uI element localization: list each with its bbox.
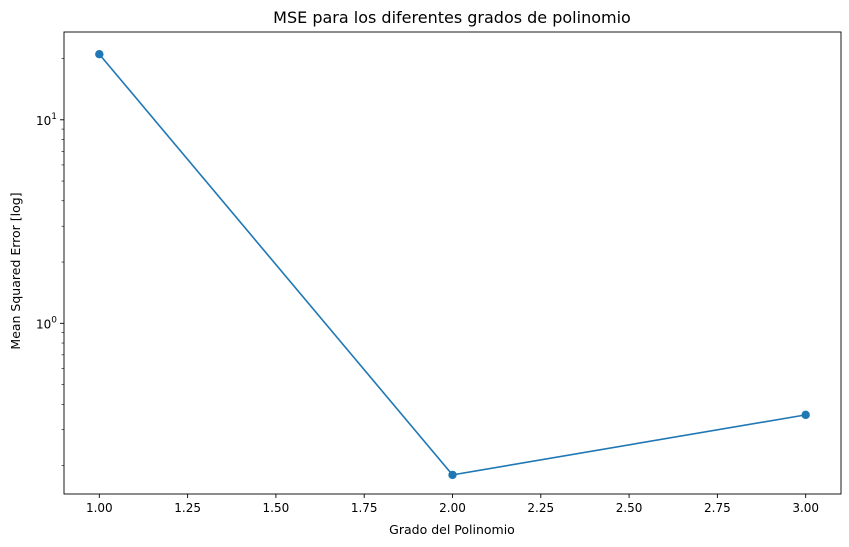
y-tick-label: 100	[36, 315, 57, 331]
y-axis-label: Mean Squared Error [log]	[8, 192, 23, 349]
x-tick-label: 2.00	[439, 501, 466, 515]
data-point	[95, 50, 104, 59]
series-line	[98, 53, 806, 476]
plot-area: 1.00 1.25 1.50 1.75 2.00 2.25 2.50 2.75 3.00 100 1…	[36, 31, 842, 515]
x-tick-label: 3.00	[792, 501, 819, 515]
data-point	[448, 470, 457, 480]
chart-title: MSE para los diferentes grados de polino…	[273, 8, 631, 27]
x-tick-label: 1.75	[351, 501, 378, 515]
data-point	[801, 410, 810, 420]
x-tick-label: 2.50	[616, 501, 643, 515]
x-tick-label: 1.00	[86, 501, 113, 515]
x-axis-label: Grado del Polinomio	[389, 522, 515, 537]
axes-frame	[63, 31, 842, 495]
x-tick-label: 1.25	[174, 501, 201, 515]
x-tick-label: 2.75	[704, 501, 731, 515]
y-tick-label: 101	[36, 112, 57, 128]
x-tick-label: 1.50	[263, 501, 290, 515]
x-tick-label: 2.25	[527, 501, 554, 515]
